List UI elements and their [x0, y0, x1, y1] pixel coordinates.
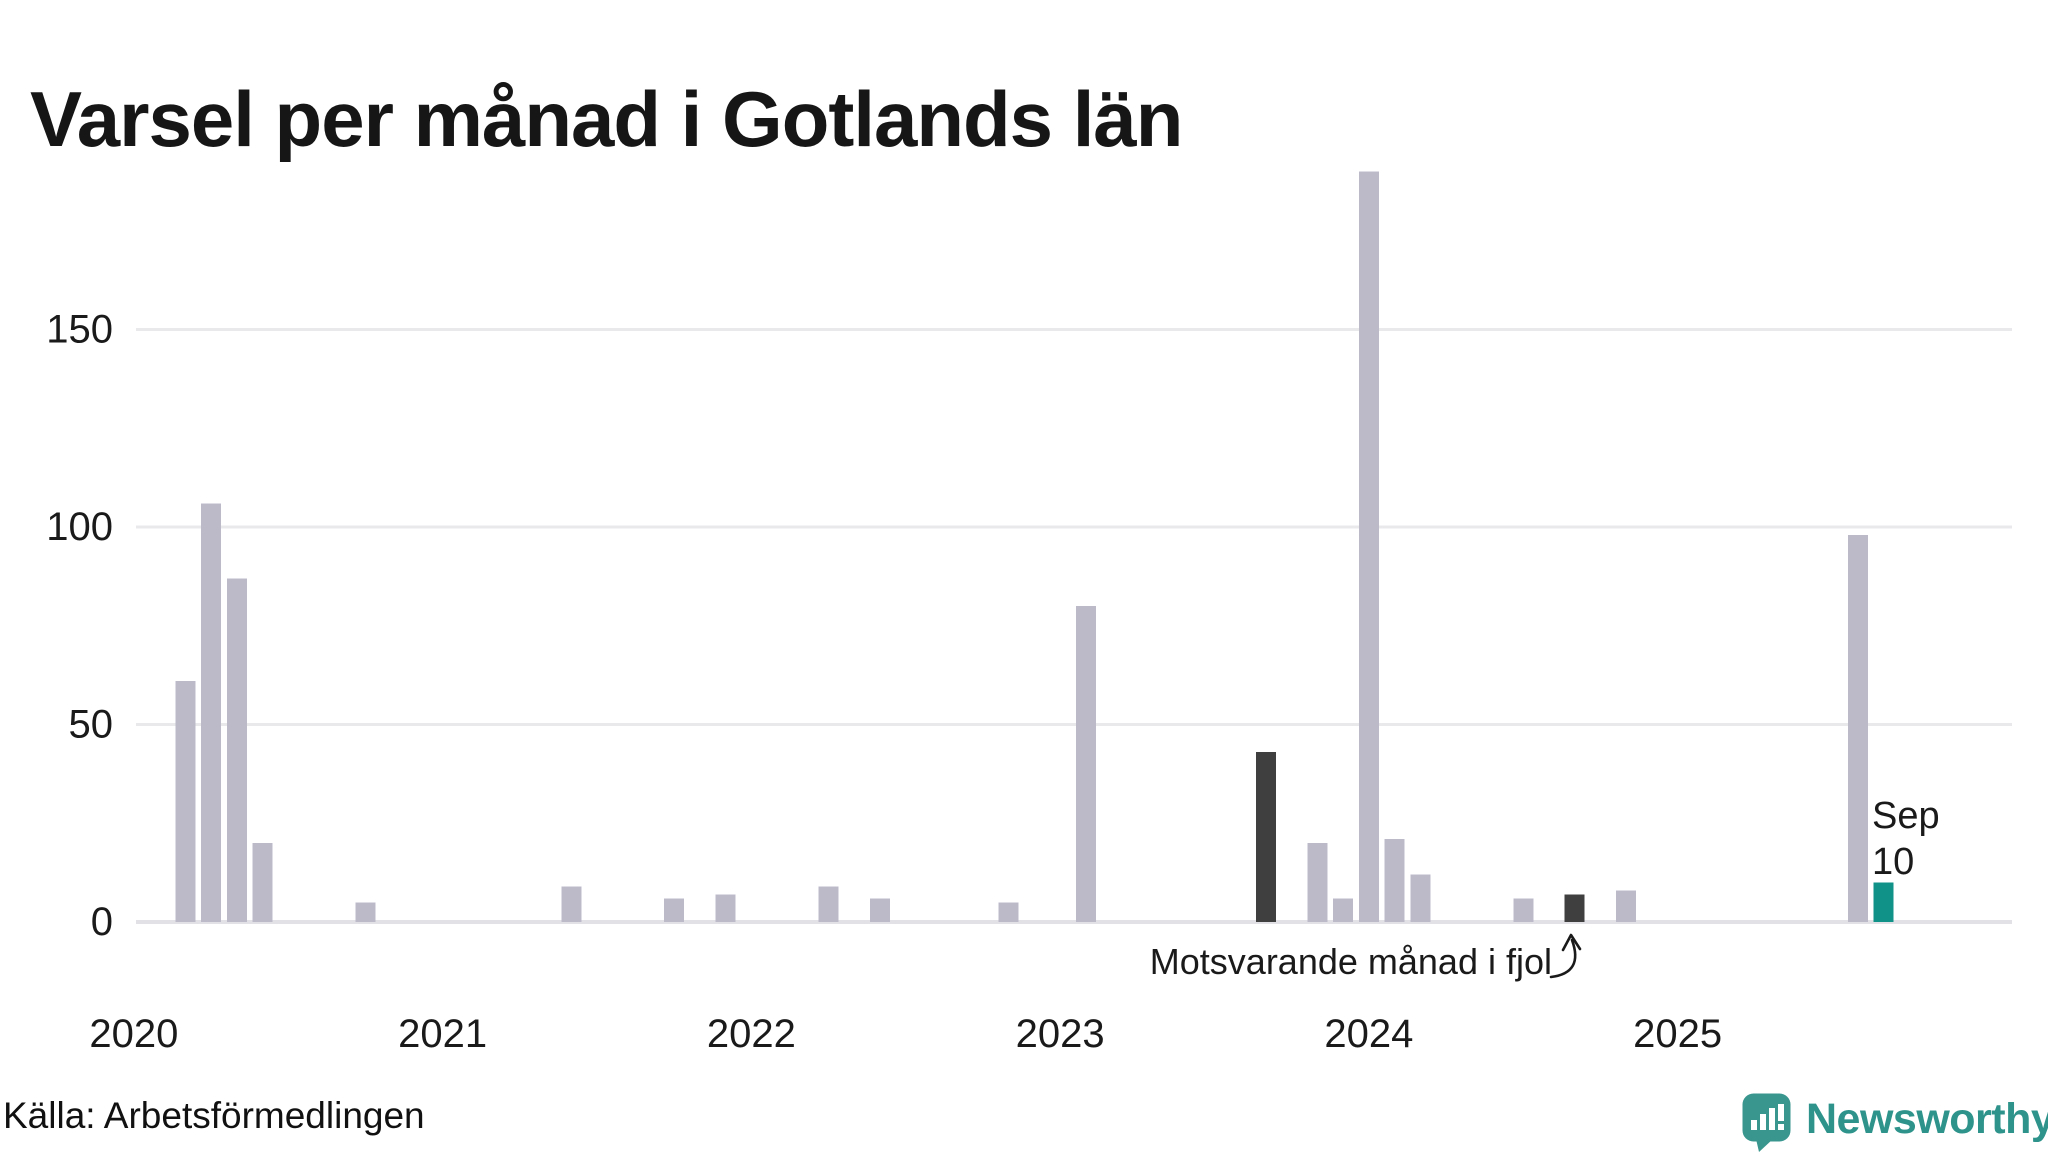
latest-month: Sep — [1872, 795, 1940, 837]
y-tick-label: 0 — [91, 900, 113, 944]
bar-2025-08 — [1847, 534, 1868, 922]
newsworthy-logo: Newsworthy — [1742, 1093, 2048, 1152]
bar-2023-12 — [1333, 898, 1354, 922]
bar-2022-04 — [818, 886, 839, 923]
bar-2024-09 — [1564, 894, 1585, 923]
bar-2021-12 — [715, 894, 736, 923]
gridlines-layer — [136, 328, 2012, 924]
bar-2025-09 — [1873, 882, 1894, 922]
bar-2020-06 — [252, 843, 273, 922]
annotation-label: Motsvarande månad i fjol — [1149, 941, 1552, 982]
bar-2023-02 — [1075, 606, 1096, 922]
bar-2024-03 — [1410, 874, 1431, 922]
y-tick-label: 150 — [46, 308, 113, 352]
bar-2020-03 — [175, 681, 196, 922]
y-tick-label: 50 — [69, 703, 114, 747]
bar-2020-04 — [201, 503, 222, 922]
x-tick-label: 2024 — [1324, 1012, 1413, 1056]
bar-2024-07 — [1513, 898, 1534, 922]
newsworthy-logo-text: Newsworthy — [1806, 1095, 2048, 1143]
chart-title: Varsel per månad i Gotlands län — [30, 75, 1183, 164]
bar-2023-09 — [1256, 752, 1276, 922]
bar-2024-01 — [1358, 171, 1379, 922]
bar-2021-06 — [561, 886, 582, 923]
annotation-arrow — [1549, 933, 1582, 979]
bar-2024-02 — [1384, 839, 1405, 922]
newsworthy-logo-icon — [1742, 1093, 1791, 1152]
bar-2022-11 — [998, 902, 1019, 923]
x-tick-label: 2025 — [1633, 1012, 1722, 1056]
bar-2021-10 — [664, 898, 685, 922]
bar-2020-10 — [355, 902, 376, 923]
bar-2024-11 — [1616, 890, 1637, 922]
axis-labels-layer: 0 50 100 150 2020 2021 2022 2023 2024 2025 — [46, 308, 1722, 1057]
bar-2022-06 — [870, 898, 890, 922]
x-tick-label: 2023 — [1016, 1012, 1105, 1056]
x-tick-label: 2022 — [707, 1012, 796, 1056]
latest-value-label: Sep 10 — [1872, 794, 1940, 885]
latest-value: 10 — [1872, 840, 1915, 883]
x-tick-label: 2021 — [398, 1012, 487, 1056]
bar-2023-11 — [1307, 843, 1328, 922]
y-tick-label: 100 — [46, 505, 113, 549]
x-tick-label: 2020 — [89, 1012, 178, 1056]
bars-layer — [175, 171, 1894, 923]
bar-2020-05 — [226, 578, 247, 922]
source-note: Källa: Arbetsförmedlingen — [3, 1095, 425, 1136]
